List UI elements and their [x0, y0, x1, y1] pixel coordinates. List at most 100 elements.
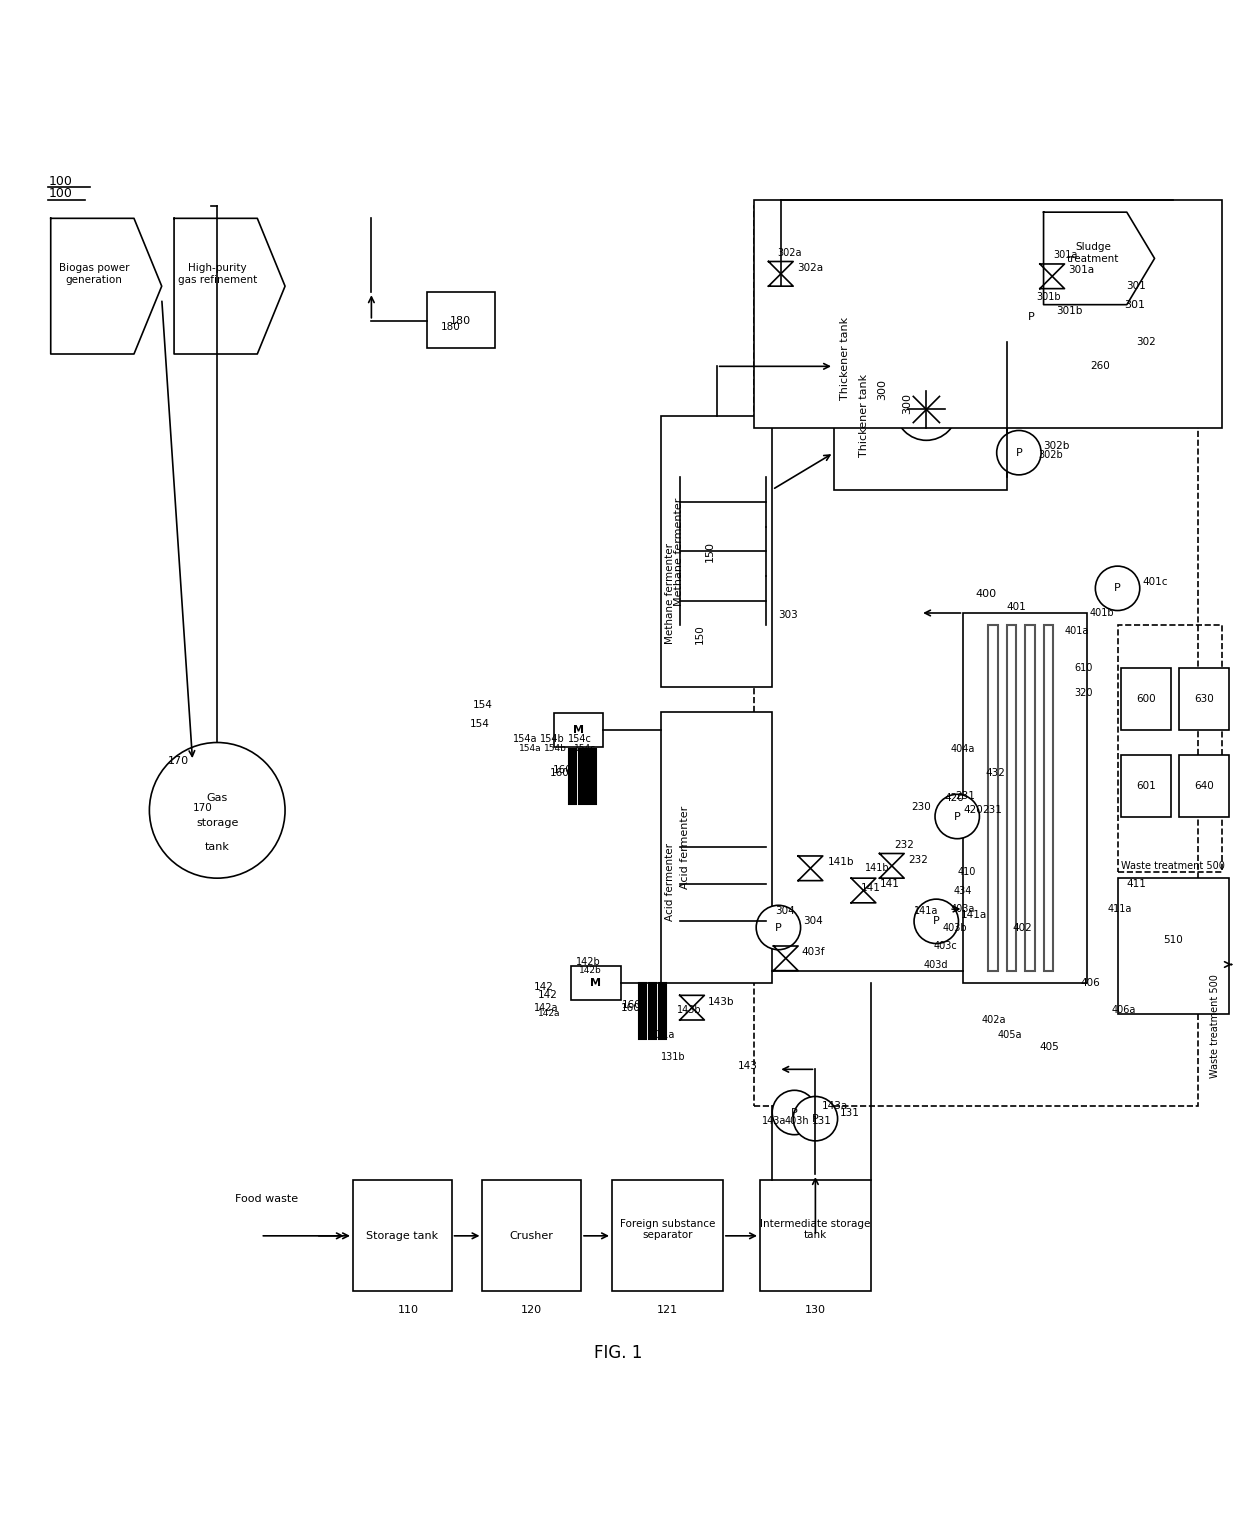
- Text: 401a: 401a: [1064, 627, 1089, 636]
- Polygon shape: [51, 218, 161, 355]
- Text: 160: 160: [620, 1003, 640, 1012]
- Text: tank: tank: [205, 842, 229, 852]
- Text: 141: 141: [861, 883, 880, 893]
- Circle shape: [794, 1096, 837, 1142]
- FancyBboxPatch shape: [661, 712, 773, 983]
- Text: Waste treatment 500: Waste treatment 500: [1210, 974, 1220, 1078]
- Text: 131b: 131b: [661, 1052, 686, 1062]
- FancyBboxPatch shape: [1025, 626, 1035, 971]
- FancyBboxPatch shape: [1007, 626, 1017, 971]
- Text: 420: 420: [963, 805, 983, 816]
- Text: 301b: 301b: [1037, 292, 1060, 303]
- Text: 141b: 141b: [828, 857, 854, 868]
- Text: 301: 301: [1123, 300, 1145, 309]
- Text: 302b: 302b: [1039, 451, 1064, 460]
- Text: Acid fermenter: Acid fermenter: [665, 843, 675, 921]
- Text: 180: 180: [450, 315, 471, 326]
- Text: 420: 420: [945, 793, 965, 804]
- Text: 403h: 403h: [785, 1116, 810, 1126]
- Text: Foreign substance
separator: Foreign substance separator: [620, 1219, 715, 1240]
- Circle shape: [997, 431, 1042, 475]
- Text: 405: 405: [1040, 1043, 1060, 1052]
- Text: 403f: 403f: [802, 947, 826, 957]
- Text: 400: 400: [976, 589, 997, 600]
- Text: 402a: 402a: [982, 1015, 1007, 1024]
- Text: 160: 160: [553, 764, 573, 775]
- Text: 143b: 143b: [708, 997, 734, 1006]
- Text: 142a: 142a: [534, 1003, 559, 1012]
- Text: 302a: 302a: [797, 263, 823, 272]
- Text: 154b: 154b: [541, 734, 565, 744]
- Text: 131: 131: [812, 1116, 832, 1126]
- Text: 142b: 142b: [577, 957, 601, 966]
- Text: storage: storage: [196, 817, 238, 828]
- Text: 410: 410: [957, 868, 976, 877]
- Text: 403b: 403b: [942, 922, 967, 933]
- Text: 110: 110: [398, 1304, 419, 1315]
- Text: 143b: 143b: [677, 1005, 702, 1015]
- FancyBboxPatch shape: [427, 292, 495, 349]
- Text: 610: 610: [1074, 664, 1092, 674]
- Text: Methane fermenter: Methane fermenter: [673, 498, 683, 606]
- Text: P: P: [954, 811, 961, 822]
- Text: 131a: 131a: [651, 1030, 676, 1040]
- Text: 141: 141: [879, 880, 899, 889]
- Circle shape: [935, 794, 980, 839]
- Text: 404a: 404a: [951, 744, 976, 753]
- Text: 301: 301: [1126, 282, 1146, 291]
- Text: 142: 142: [538, 991, 558, 1000]
- Text: M: M: [590, 979, 601, 988]
- Text: 142b: 142b: [579, 966, 601, 976]
- Text: 300: 300: [877, 379, 887, 400]
- Text: 411: 411: [1126, 880, 1146, 889]
- Text: Biogas power
generation: Biogas power generation: [58, 263, 129, 285]
- Text: 510: 510: [1163, 935, 1183, 945]
- Text: Food waste: Food waste: [236, 1193, 298, 1204]
- Text: 403c: 403c: [934, 941, 957, 951]
- Text: P: P: [932, 916, 940, 927]
- Text: 154c: 154c: [574, 744, 595, 753]
- Text: P: P: [775, 922, 781, 933]
- FancyBboxPatch shape: [1121, 668, 1171, 731]
- Text: Sludge
treatment: Sludge treatment: [1066, 242, 1118, 263]
- Text: 402: 402: [1013, 922, 1033, 933]
- Text: P: P: [1115, 583, 1121, 594]
- Text: 260: 260: [1090, 361, 1110, 371]
- FancyBboxPatch shape: [760, 1181, 870, 1291]
- Text: P: P: [1028, 312, 1034, 323]
- Text: 230: 230: [911, 802, 931, 811]
- Text: 121: 121: [657, 1304, 678, 1315]
- Circle shape: [773, 1090, 817, 1135]
- FancyBboxPatch shape: [572, 966, 620, 1000]
- Text: 170: 170: [167, 756, 188, 766]
- FancyBboxPatch shape: [1179, 668, 1229, 731]
- Text: 301a: 301a: [1068, 265, 1095, 275]
- Text: 403a: 403a: [951, 904, 976, 915]
- Text: 100: 100: [48, 175, 72, 187]
- FancyBboxPatch shape: [661, 416, 773, 686]
- Text: Gas: Gas: [207, 793, 228, 804]
- Circle shape: [149, 743, 285, 878]
- Text: 601: 601: [1136, 781, 1156, 790]
- Text: 406: 406: [1080, 979, 1100, 988]
- Text: 304: 304: [775, 907, 795, 916]
- Text: Waste treatment 500: Waste treatment 500: [1121, 861, 1225, 871]
- FancyBboxPatch shape: [569, 749, 577, 804]
- Text: 232: 232: [908, 855, 928, 864]
- Text: P: P: [812, 1114, 818, 1123]
- FancyBboxPatch shape: [353, 1181, 451, 1291]
- Text: 320: 320: [1074, 688, 1092, 699]
- Text: 131: 131: [839, 1108, 859, 1117]
- Text: 401: 401: [1007, 601, 1027, 612]
- Text: 142: 142: [534, 982, 554, 992]
- Text: 405a: 405a: [998, 1030, 1023, 1040]
- Text: 302b: 302b: [1044, 441, 1070, 452]
- Text: 231: 231: [955, 790, 975, 801]
- Text: 232: 232: [894, 840, 914, 849]
- Text: Methane fermenter: Methane fermenter: [665, 543, 675, 644]
- FancyBboxPatch shape: [554, 712, 603, 747]
- Text: P: P: [791, 1108, 797, 1117]
- Text: 434: 434: [954, 886, 972, 895]
- Text: 154: 154: [472, 700, 492, 711]
- FancyBboxPatch shape: [658, 983, 666, 1038]
